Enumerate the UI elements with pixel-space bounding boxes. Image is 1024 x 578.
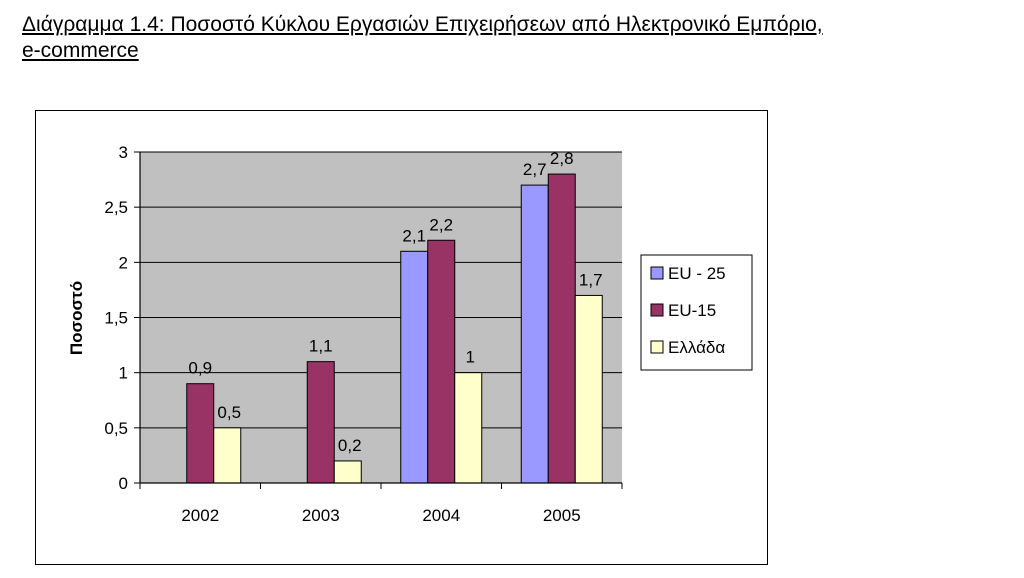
y-tick-label: 0,5 [104,419,128,438]
legend-swatch [650,303,664,317]
bar-value-label: 0,5 [217,403,241,422]
bars [186,173,603,484]
bar [520,184,549,484]
bar-value-label: 2,7 [523,160,547,179]
legend-label: Ελλάδα [668,338,725,357]
bar-value-label: 2,8 [550,149,574,168]
legend-swatch [650,340,664,354]
bar [400,250,429,484]
bar-value-label: 1,7 [579,270,603,289]
y-tick-label: 0 [119,474,128,493]
legend-label: EU-15 [668,301,716,320]
bar [547,173,576,484]
y-tick-label: 2 [119,253,128,272]
axes [134,151,623,489]
bar-value-label: 0,9 [188,359,212,378]
bar [333,460,362,484]
bar-value-label: 2,1 [402,226,426,245]
legend-swatch [650,266,664,280]
x-tick-labels: 2002 2003 2004 2005 [181,506,580,525]
y-axis-label: Ποσοστό [67,281,86,355]
y-tick-labels: 0 0,5 1 1,5 2 2,5 3 [104,143,128,493]
x-tick-label: 2002 [181,506,219,525]
bar [427,239,456,484]
y-tick-label: 1 [119,364,128,383]
x-tick-label: 2005 [543,506,581,525]
x-tick-label: 2004 [422,506,460,525]
x-tick-label: 2003 [302,506,340,525]
legend: EU - 25 EU-15 Ελλάδα [640,254,753,371]
bar [186,383,215,484]
bar-value-label: 1,1 [309,337,333,356]
bar-value-label: 1 [466,348,475,367]
data-labels: 0,9 0,5 1,1 0,2 2,12,2 1 2,72,8 1,7 [188,149,602,455]
y-tick-label: 1,5 [104,309,128,328]
bar [574,294,603,484]
bar-value-label: 0,2 [338,436,362,455]
chart-caption: Διάγραμμα 1.4: Ποσοστό Κύκλου Εργασιών Ε… [22,12,1012,64]
y-tick-label: 3 [119,143,128,162]
bar [306,361,335,484]
caption-line-2: e-commerce [22,39,139,62]
y-tick-label: 2,5 [104,198,128,217]
caption-line-1: Διάγραμμα 1.4: Ποσοστό Κύκλου Εργασιών Ε… [22,13,823,36]
legend-label: EU - 25 [668,264,726,283]
bar [213,427,242,484]
bar [454,372,483,484]
bar-value-label: 2,2 [429,215,453,234]
